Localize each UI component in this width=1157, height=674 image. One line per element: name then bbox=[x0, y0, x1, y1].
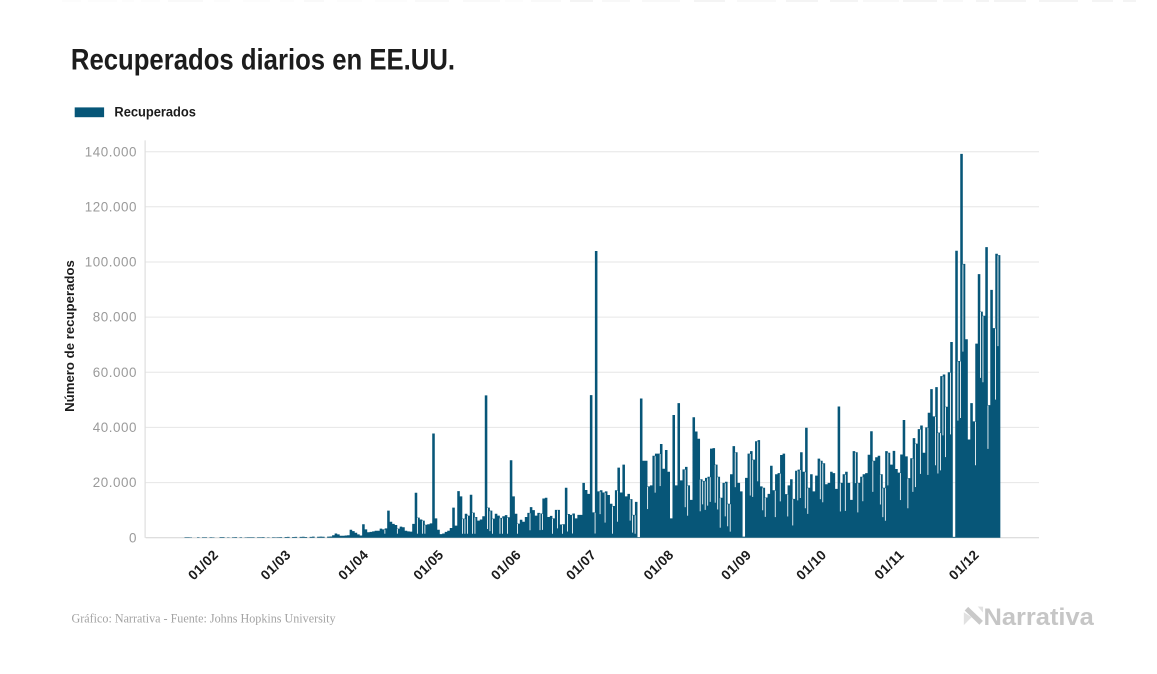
svg-text:140.000: 140.000 bbox=[85, 144, 137, 159]
svg-text:Narrativa: Narrativa bbox=[984, 605, 1095, 631]
svg-text:Recuperados diarios en EE.UU.: Recuperados diarios en EE.UU. bbox=[71, 43, 455, 76]
svg-text:Número de recuperados: Número de recuperados bbox=[62, 260, 77, 412]
svg-text:Gráfico: Narrativa - Fuente: J: Gráfico: Narrativa - Fuente: Johns Hopki… bbox=[72, 611, 337, 625]
svg-text:Recuperados: Recuperados bbox=[114, 104, 196, 120]
svg-text:40.000: 40.000 bbox=[93, 420, 137, 435]
svg-text:100.000: 100.000 bbox=[85, 255, 137, 270]
svg-text:80.000: 80.000 bbox=[93, 310, 137, 325]
svg-text:20.000: 20.000 bbox=[93, 475, 137, 490]
svg-text:120.000: 120.000 bbox=[85, 199, 137, 214]
svg-text:0: 0 bbox=[129, 530, 137, 545]
svg-text:60.000: 60.000 bbox=[93, 365, 137, 380]
